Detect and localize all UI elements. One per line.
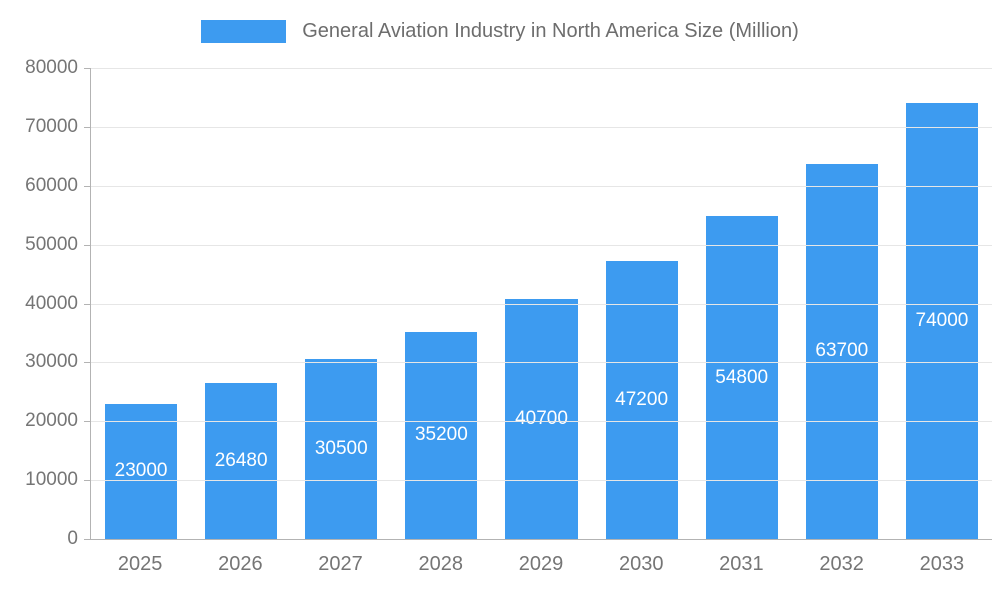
y-axis-tick (84, 68, 91, 69)
bar-value-label: 74000 (915, 310, 969, 332)
gridline (91, 421, 992, 423)
legend-label: General Aviation Industry in North Ameri… (302, 19, 799, 42)
bar-2031[interactable]: 54800 (705, 216, 778, 539)
bar-2032[interactable]: 63700 (805, 163, 878, 539)
bar-slot: 23000 (91, 68, 191, 539)
gridline (91, 480, 992, 482)
y-axis-tick (84, 539, 91, 540)
bar-slot: 30500 (291, 68, 391, 539)
bar-value-label: 30500 (314, 438, 368, 460)
bar-slot: 35200 (391, 68, 491, 539)
x-axis-tick-label: 2026 (218, 553, 263, 575)
y-axis-tick (84, 421, 91, 423)
gridline (91, 68, 992, 69)
bar-2028[interactable]: 35200 (405, 331, 478, 539)
y-axis-tick-label: 0 (67, 528, 78, 549)
bar-value-label: 23000 (114, 460, 168, 482)
bar-2029[interactable]: 40700 (505, 299, 578, 539)
legend[interactable]: General Aviation Industry in North Ameri… (0, 16, 1000, 46)
x-axis-tick-label: 2030 (618, 553, 664, 575)
bar-2025[interactable]: 23000 (105, 403, 178, 539)
plot-wrap: 23000 26480 30500 35200 40700 47200 54800 63700… (25, 57, 992, 575)
bar-2027[interactable]: 30500 (305, 359, 378, 539)
y-axis-tick-label: 20000 (25, 410, 78, 432)
y-axis-tick (84, 303, 91, 305)
y-axis-tick-label: 30000 (25, 351, 78, 373)
gridline (91, 244, 992, 246)
y-axis-tick-label: 80000 (25, 57, 78, 78)
y-axis-tick (84, 185, 91, 187)
bar-value-label: 40700 (515, 408, 568, 430)
y-axis-tick-label: 40000 (25, 292, 78, 314)
bar-slot: 63700 (792, 68, 892, 539)
bar-2033[interactable]: 74000 (905, 103, 978, 539)
gridline (91, 126, 992, 128)
bar-value-label: 35200 (414, 424, 468, 446)
bar-value-label: 63700 (815, 340, 869, 362)
x-axis-tick-label: 2031 (719, 553, 764, 575)
plot-area: 23000 26480 30500 35200 40700 47200 54800 63700… (25, 57, 992, 549)
x-axis-tick-label: 2025 (117, 553, 163, 575)
x-axis-tick-label: 2028 (418, 553, 464, 575)
y-axis-tick-label: 50000 (25, 233, 78, 255)
y-axis-tick-label: 10000 (25, 469, 78, 491)
bar-slot: 54800 (692, 68, 792, 539)
gridline (91, 303, 992, 305)
bar-slot: 74000 (892, 68, 992, 539)
bar-slot: 47200 (592, 68, 692, 539)
x-axis-tick-label: 2032 (819, 553, 864, 575)
x-axis-tick-label: 2027 (318, 553, 363, 575)
y-axis-tick (84, 244, 91, 246)
bars-layer: 23000 26480 30500 35200 40700 47200 54800 63700… (91, 68, 992, 539)
y-axis-tick-label: 70000 (25, 115, 78, 137)
x-axis-tick-label: 2033 (919, 553, 965, 575)
bar-2030[interactable]: 47200 (605, 261, 678, 539)
bar-value-label: 26480 (214, 450, 268, 472)
gridline (91, 362, 992, 364)
bar-slot: 26480 (191, 68, 291, 539)
legend-swatch (201, 19, 287, 43)
gridline (91, 185, 992, 187)
x-axis-tick-label: 2029 (518, 553, 564, 575)
bar-slot: 40700 (491, 68, 591, 539)
y-axis-tick-label: 60000 (25, 174, 78, 196)
y-axis-tick (84, 126, 91, 128)
bar-value-label: 54800 (715, 366, 769, 388)
y-axis-tick (84, 362, 91, 364)
bar-2026[interactable]: 26480 (205, 383, 278, 539)
bar-value-label: 47200 (615, 389, 669, 411)
y-axis-tick (84, 480, 91, 482)
x-axis-labels: 2025 2026 2027 2028 2029 2030 2031 2032 2033 (90, 553, 992, 576)
